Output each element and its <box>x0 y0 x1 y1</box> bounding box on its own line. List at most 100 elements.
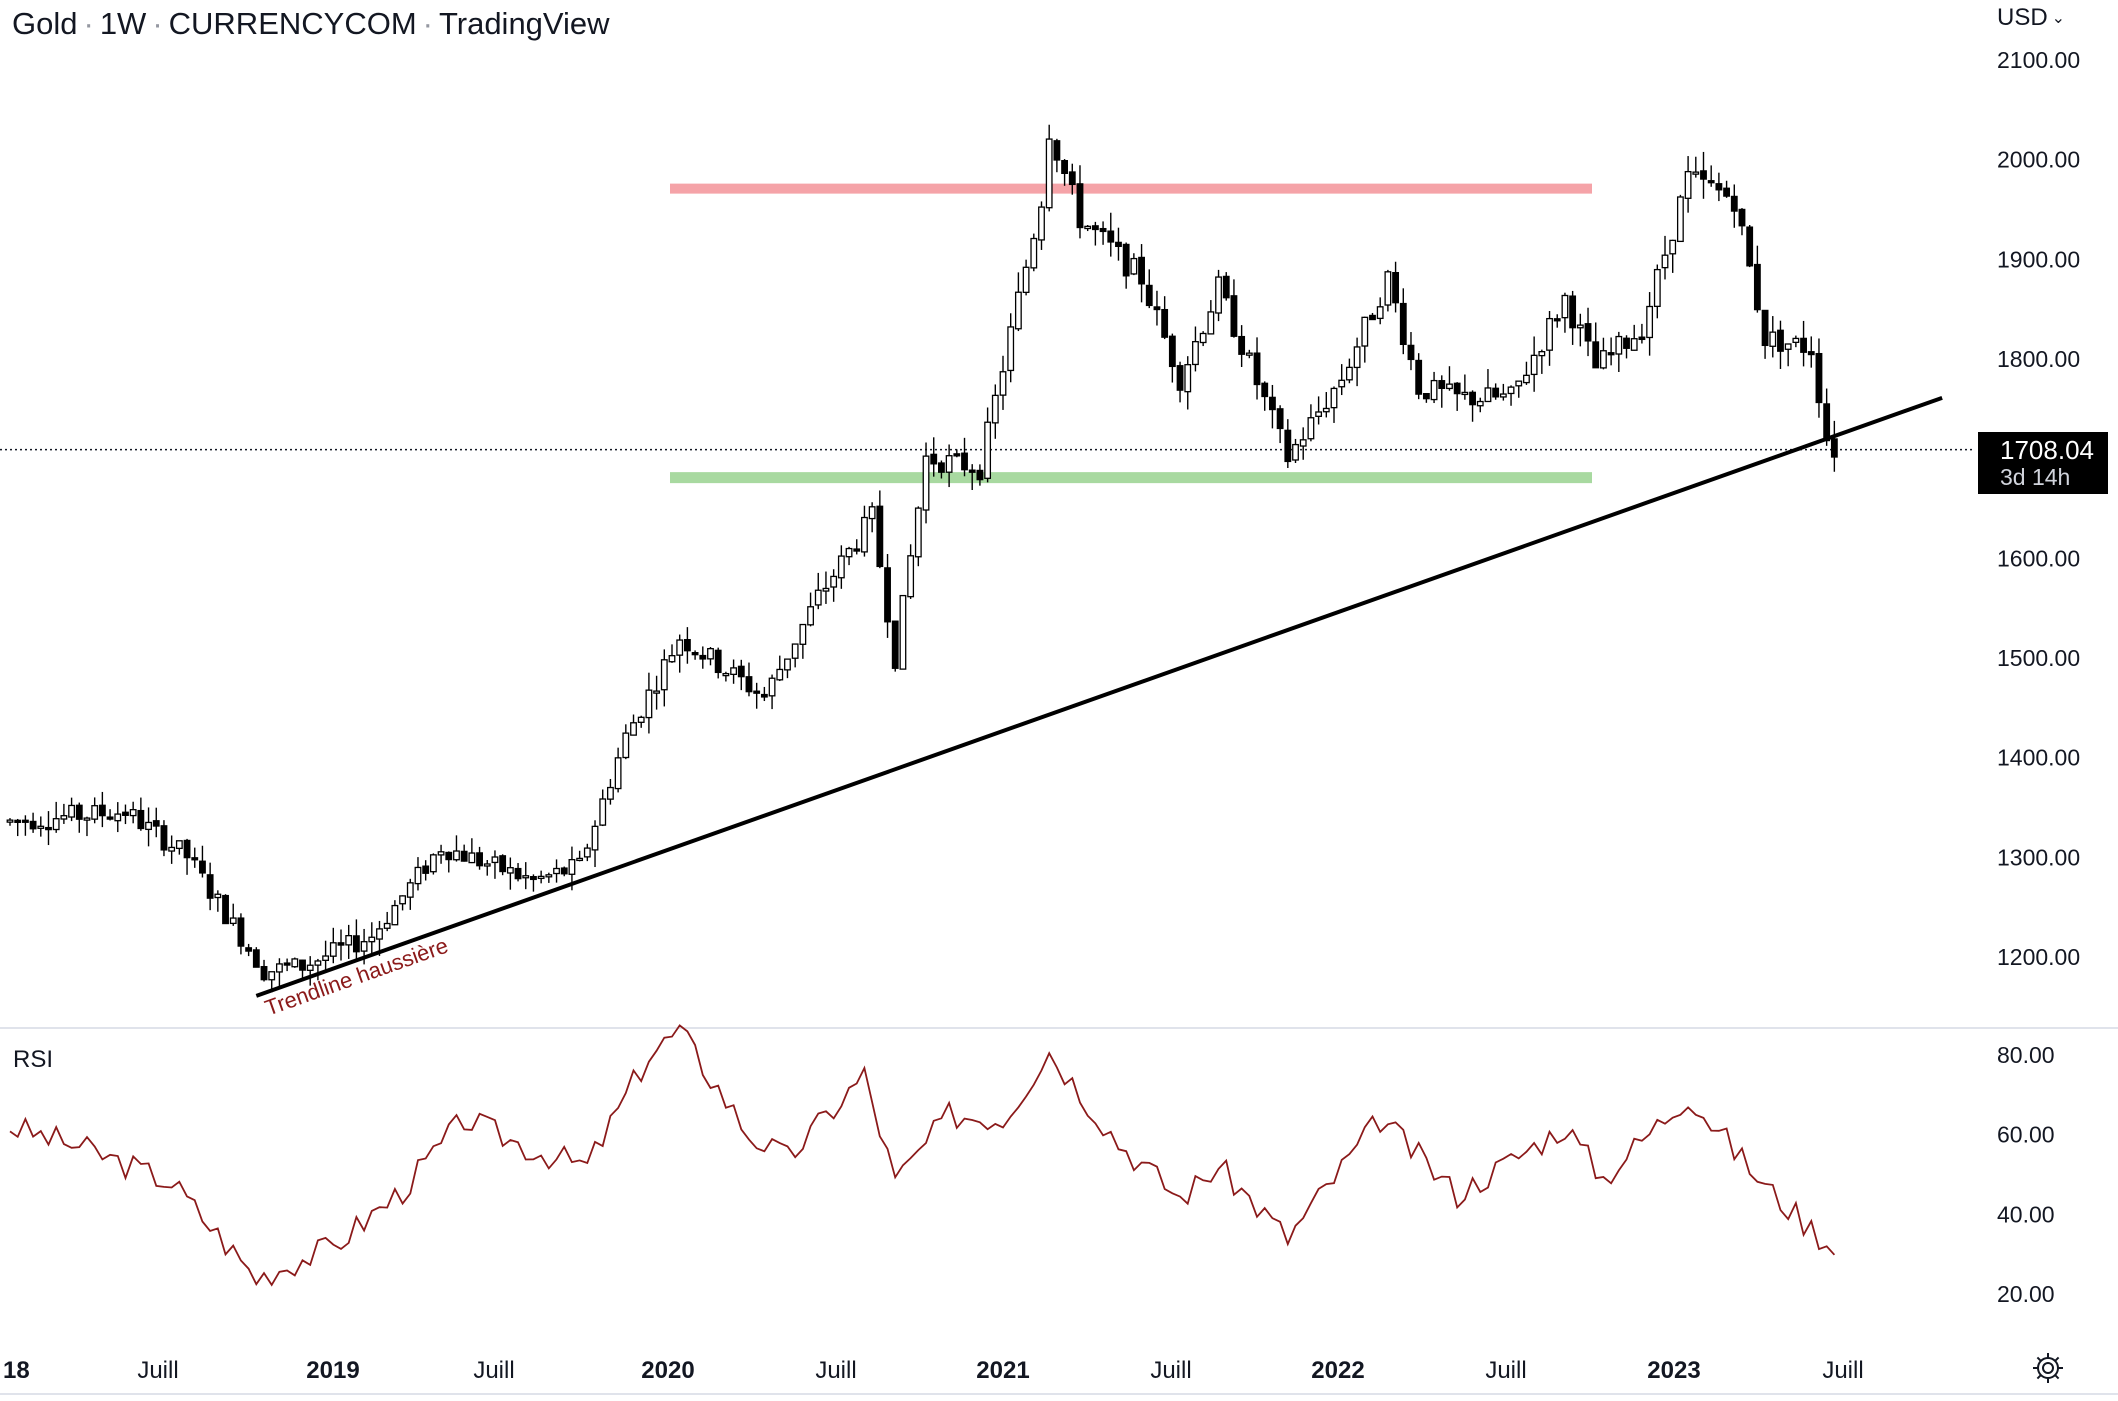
candle <box>514 863 522 882</box>
trendline[interactable] <box>255 395 1943 998</box>
candle <box>145 807 152 847</box>
price-axis-tick: 1200.00 <box>1997 944 2080 970</box>
candle <box>445 851 453 873</box>
candle <box>945 444 953 488</box>
candle <box>614 747 622 793</box>
candle <box>1292 438 1299 464</box>
candle <box>1053 138 1061 173</box>
candle <box>1484 369 1492 403</box>
candle <box>1369 312 1376 321</box>
candle <box>737 659 745 691</box>
candle <box>229 903 237 926</box>
candle <box>468 838 476 864</box>
candle <box>491 850 499 879</box>
candle <box>868 502 876 533</box>
price-axis-tick: 2000.00 <box>1997 147 2080 173</box>
last-price-tag: 1708.04 3d 14h <box>1978 432 2108 494</box>
candle <box>891 620 899 672</box>
time-axis-tick: 18 <box>3 1357 30 1384</box>
candle <box>1345 358 1353 384</box>
candle <box>1099 221 1107 245</box>
candle <box>453 835 460 862</box>
candle <box>961 437 968 477</box>
candle <box>1315 396 1323 425</box>
candle <box>637 715 645 728</box>
candle <box>606 778 614 805</box>
candle <box>968 464 976 490</box>
candle <box>668 644 676 663</box>
candle <box>1646 292 1654 356</box>
candle <box>583 843 591 862</box>
rsi-label: RSI <box>13 1046 54 1073</box>
price-axis[interactable]: 2100.00 2000.00 1900.00 1800.00 1600.00 1500.… <box>1997 47 2080 970</box>
candle <box>930 437 938 477</box>
candle <box>699 646 707 669</box>
candle <box>83 816 91 837</box>
candle <box>553 859 560 883</box>
candle <box>1415 353 1423 400</box>
candle <box>768 674 776 710</box>
symbol-name[interactable]: Gold <box>12 6 78 41</box>
interval-label[interactable]: 1W <box>99 6 147 41</box>
price-axis-tick: 1300.00 <box>1997 844 2080 870</box>
candle <box>545 872 553 883</box>
candle <box>245 943 253 957</box>
candle <box>152 807 160 838</box>
candle <box>1384 269 1392 312</box>
candle <box>830 569 838 602</box>
trendline-layer[interactable]: Trendline haussière <box>255 395 1943 1021</box>
candle <box>60 803 68 824</box>
candle <box>1161 296 1169 340</box>
time-axis-tick: Juill <box>137 1357 178 1384</box>
separator-dot: · <box>152 6 163 41</box>
candle <box>714 647 722 679</box>
candle <box>1168 333 1176 383</box>
candle <box>591 820 599 868</box>
time-axis[interactable]: 18 Juill 2019 Juill 2020 Juill 2021 Juill 2022 Ju… <box>0 1357 2118 1395</box>
candle <box>1707 165 1715 187</box>
candle <box>322 940 330 972</box>
candle <box>784 658 791 679</box>
candle <box>753 682 761 709</box>
candle <box>814 572 822 610</box>
candle <box>807 592 814 627</box>
rsi-axis-tick: 40.00 <box>1997 1201 2055 1227</box>
candle <box>1107 212 1115 257</box>
candle <box>1807 336 1815 368</box>
candle <box>1715 172 1723 202</box>
candle <box>1338 364 1346 396</box>
candle <box>1269 384 1276 429</box>
candle <box>237 913 245 955</box>
candle <box>1353 337 1361 387</box>
candle <box>1014 272 1022 332</box>
candle <box>660 649 668 707</box>
candle <box>383 911 391 932</box>
candle <box>861 505 868 557</box>
candle <box>21 815 29 836</box>
candle <box>907 544 915 599</box>
candle <box>822 571 830 604</box>
gear-icon[interactable] <box>2030 1350 2066 1386</box>
time-axis-tick: Juill <box>1485 1357 1526 1384</box>
separator-dot: · <box>422 6 433 41</box>
candle <box>1307 404 1315 442</box>
price-axis-tick: 1400.00 <box>1997 745 2080 771</box>
candle <box>1569 290 1577 345</box>
currency-label: USD <box>1997 4 2048 31</box>
candle <box>876 490 884 569</box>
candle <box>799 623 807 659</box>
candle <box>1361 316 1369 363</box>
currency-selector[interactable]: USD ⌄ <box>1997 4 2065 32</box>
candle <box>98 791 106 828</box>
candle <box>199 845 206 878</box>
candle <box>1769 316 1777 358</box>
candle <box>1030 233 1038 272</box>
candle <box>1453 382 1461 411</box>
candle <box>691 650 699 660</box>
candle <box>984 407 992 483</box>
candle <box>1422 392 1430 403</box>
price-axis-tick: 1800.00 <box>1997 346 2080 372</box>
candle <box>352 919 360 962</box>
candle <box>1630 324 1638 351</box>
